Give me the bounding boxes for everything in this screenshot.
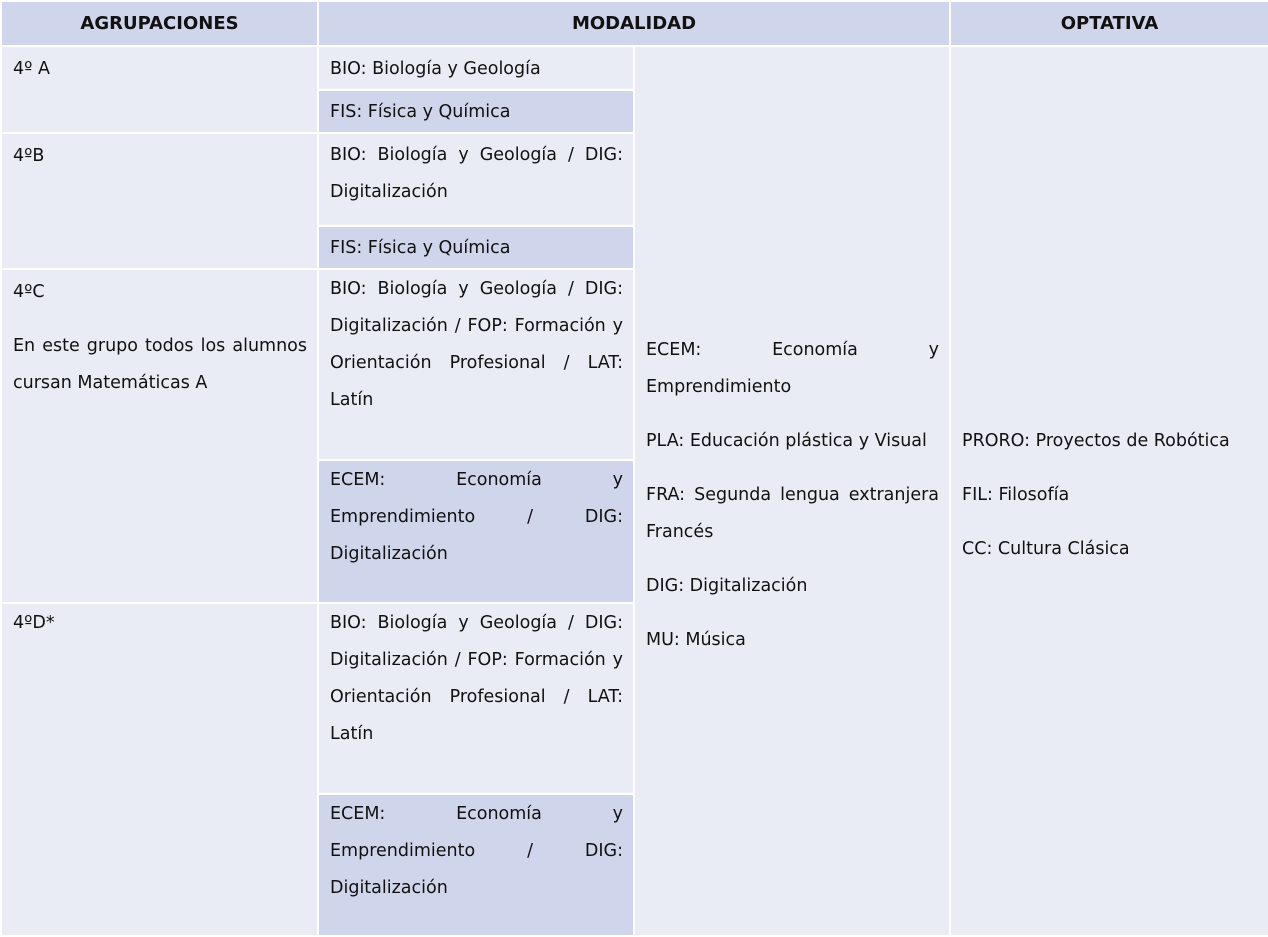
- modalidad-cell: ECEM: Economía y Emprendimiento / DIG: D…: [317, 792, 635, 937]
- header-modalidad: MODALIDAD: [316, 0, 952, 48]
- optativa-cell: PRORO: Proyectos de Robótica FIL: Filoso…: [949, 45, 1268, 937]
- modalidad-cell: FIS: Física y Química: [317, 89, 635, 135]
- optativa-item: CC: Cultura Clásica: [962, 539, 1130, 560]
- table-row: FIS: Física y Química: [1, 89, 1268, 135]
- group-name-4b: 4ºB: [13, 146, 45, 167]
- optativa-item: PRORO: Proyectos de Robótica: [962, 431, 1230, 452]
- group-cell-4c: 4ºC En este grupo todos los alumnos curs…: [0, 268, 319, 604]
- group-cell-4a: 4º A: [0, 45, 319, 135]
- modalidad-cell: BIO: Biología y Geología / DIG: Digitali…: [317, 601, 635, 795]
- modalidad-text: ECEM: Economía y Emprendimiento / DIG: D…: [330, 803, 623, 898]
- modalidad-text: BIO: Biología y Geología / DIG: Digitali…: [330, 145, 623, 203]
- modalidad-text: ECEM: Economía y Emprendimiento / DIG: D…: [330, 470, 623, 565]
- modalidad-text: BIO: Biología y Geología / DIG: Digitali…: [330, 279, 623, 411]
- modalidad-shared-cell: ECEM: Economía y Emprendimiento PLA: Edu…: [632, 45, 952, 937]
- optativa-item: FIL: Filosofía: [962, 485, 1070, 506]
- group-name-4c: 4ºC: [13, 282, 45, 303]
- group-note-4c: En este grupo todos los alumnos cursan M…: [13, 336, 307, 394]
- modalidad-cell: BIO: Biología y Geología / DIG: Digitali…: [317, 268, 635, 462]
- modalidad-text: FIS: Física y Química: [330, 101, 511, 122]
- modalidad-cell: ECEM: Economía y Emprendimiento / DIG: D…: [317, 459, 635, 604]
- modalidad-cell: FIS: Física y Química: [317, 225, 635, 271]
- group-cell-4d: 4ºD*: [0, 601, 319, 937]
- header-row: AGRUPACIONES MODALIDAD OPTATIVA: [0, 0, 1268, 48]
- modalidad-shared-item: PLA: Educación plástica y Visual: [646, 431, 927, 452]
- table-row: 4ºC En este grupo todos los alumnos curs…: [0, 268, 1268, 604]
- table-row: 4º A BIO: Biología y Geología ECEM: Econ…: [0, 45, 1268, 937]
- modalidad-shared-item: DIG: Digitalización: [646, 576, 808, 597]
- modalidad-cell: BIO: Biología y Geología: [317, 45, 635, 92]
- modalidad-shared-item: FRA: Segunda lengua extranjera Francés: [646, 485, 940, 543]
- modalidad-text: BIO: Biología y Geología: [330, 59, 541, 80]
- group-name-4d: 4ºD*: [13, 612, 55, 633]
- modalidad-shared-item: ECEM: Economía y Emprendimiento: [646, 340, 940, 398]
- modalidad-text: BIO: Biología y Geología / DIG: Digitali…: [330, 612, 623, 744]
- table-row: 4ºD* BIO: Biología y Geología / DIG: Dig…: [0, 601, 1268, 937]
- header-agrupaciones: AGRUPACIONES: [0, 0, 319, 48]
- modalidad-text: FIS: Física y Química: [330, 237, 511, 258]
- table-row: FIS: Física y Química: [1, 225, 1268, 271]
- header-optativa: OPTATIVA: [949, 0, 1268, 48]
- table-row: 4ºB BIO: Biología y Geología / DIG: Digi…: [0, 132, 1268, 271]
- table-row: ECEM: Economía y Emprendimiento / DIG: D…: [1, 792, 1268, 937]
- modalidad-cell: BIO: Biología y Geología / DIG: Digitali…: [317, 132, 635, 228]
- group-cell-4b: 4ºB: [0, 132, 319, 271]
- modalidad-shared-item: MU: Música: [646, 630, 746, 651]
- group-name-4a: 4º A: [13, 59, 50, 80]
- table-row: ECEM: Economía y Emprendimiento / DIG: D…: [1, 459, 1268, 604]
